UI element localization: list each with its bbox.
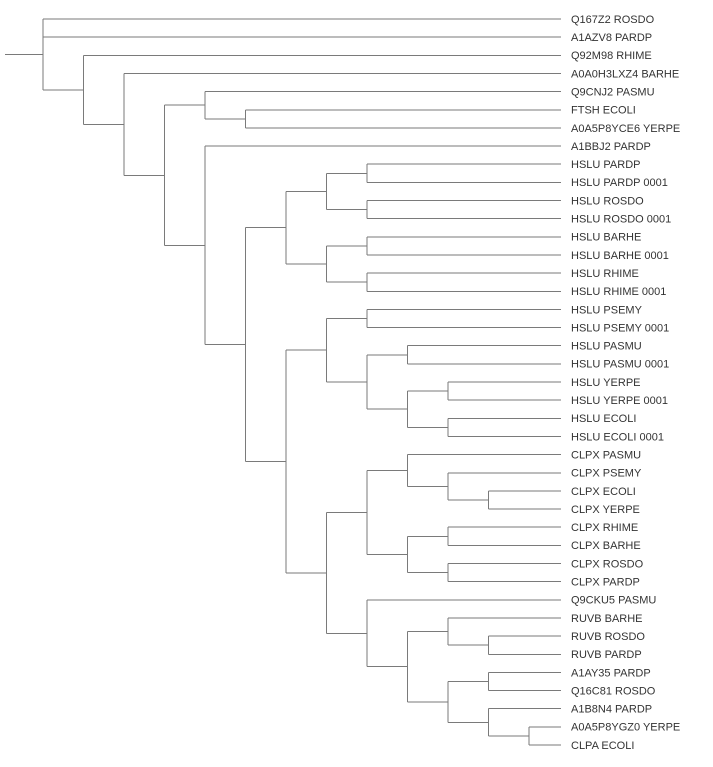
leaf-label: A0A5P8YGZ0 YERPE (571, 722, 680, 734)
leaf-label: CLPX PSEMY (571, 468, 642, 480)
leaf-label: HSLU ECOLI 0001 (571, 431, 664, 443)
leaf-label: CLPX ECOLI (571, 486, 636, 498)
leaf-label: HSLU YERPE 0001 (571, 395, 668, 407)
tree-branches (5, 18, 561, 746)
leaf-label: A1AZV8 PARDP (571, 32, 652, 44)
leaf-label: HSLU YERPE (571, 377, 641, 389)
leaf-label: HSLU ROSDO (571, 195, 644, 207)
leaf-label: HSLU ROSDO 0001 (571, 214, 671, 226)
leaf-label: HSLU BARHE 0001 (571, 250, 669, 262)
leaf-label: HSLU ECOLI (571, 413, 636, 425)
leaf-label: HSLU PASMU 0001 (571, 359, 669, 371)
leaf-label: HSLU BARHE (571, 232, 641, 244)
leaf-label: A0A5P8YCE6 YERPE (571, 123, 680, 135)
leaf-label: FTSH ECOLI (571, 105, 636, 117)
leaf-label: HSLU PARDP (571, 159, 640, 171)
leaf-label: HSLU RHIME 0001 (571, 286, 666, 298)
leaf-label: A1BBJ2 PARDP (571, 141, 651, 153)
leaf-label: CLPA ECOLI (571, 740, 634, 752)
leaf-label: CLPX RHIME (571, 522, 638, 534)
leaf-label: HSLU PASMU (571, 341, 642, 353)
leaf-label: CLPX ROSDO (571, 558, 644, 570)
leaf-label: RUVB PARDP (571, 649, 642, 661)
leaf-label: HSLU PSEMY 0001 (571, 322, 669, 334)
leaf-label: CLPX PARDP (571, 577, 640, 589)
leaf-label: A0A0H3LXZ4 BARHE (571, 68, 679, 80)
leaf-label: HSLU RHIME (571, 268, 639, 280)
leaf-label: Q9CKU5 PASMU (571, 595, 656, 607)
leaf-label: Q167Z2 ROSDO (571, 14, 655, 26)
leaf-label: CLPX PASMU (571, 449, 641, 461)
leaf-label: RUVB ROSDO (571, 631, 645, 643)
leaf-label: RUVB BARHE (571, 613, 643, 625)
leaf-label: HSLU PSEMY (571, 304, 643, 316)
leaf-label: A1AY35 PARDP (571, 667, 651, 679)
leaf-label: A1B8N4 PARDP (571, 704, 652, 716)
leaf-label: CLPX BARHE (571, 540, 641, 552)
leaf-label: Q9CNJ2 PASMU (571, 86, 655, 98)
leaf-label: Q16C81 ROSDO (571, 685, 656, 697)
leaf-label: CLPX YERPE (571, 504, 640, 516)
leaf-label: HSLU PARDP 0001 (571, 177, 668, 189)
leaf-labels: Q167Z2 ROSDO A1AZV8 PARDP Q92M98 RHIME A0A0… (571, 14, 680, 752)
leaf-label: Q92M98 RHIME (571, 50, 652, 62)
